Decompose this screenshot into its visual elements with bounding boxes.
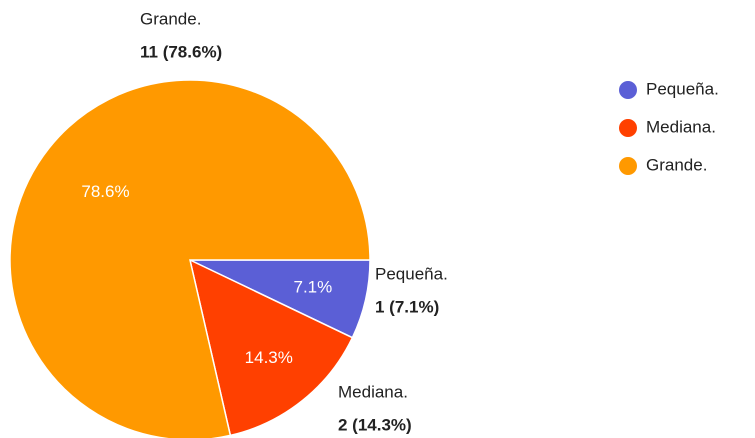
slice-label: 7.1% <box>294 277 333 296</box>
callout-name: Mediana. <box>338 382 408 401</box>
legend-swatch <box>619 119 637 137</box>
pie-slice <box>188 258 354 437</box>
callout-count: 1 (7.1%) <box>375 297 439 316</box>
legend-swatch <box>619 157 637 175</box>
pie-slice <box>9 79 371 438</box>
legend-label: Grande. <box>646 155 707 174</box>
legend-swatch <box>619 81 637 99</box>
legend-label: Pequeña. <box>646 79 719 98</box>
callout-count: 11 (78.6%) <box>140 42 222 61</box>
callout-count: 2 (14.3%) <box>338 415 412 434</box>
callout-name: Grande. <box>140 9 201 28</box>
slice-label: 78.6% <box>81 182 129 201</box>
callout-name: Pequeña. <box>375 264 448 283</box>
legend-label: Mediana. <box>646 117 716 136</box>
slice-label: 14.3% <box>245 348 293 367</box>
